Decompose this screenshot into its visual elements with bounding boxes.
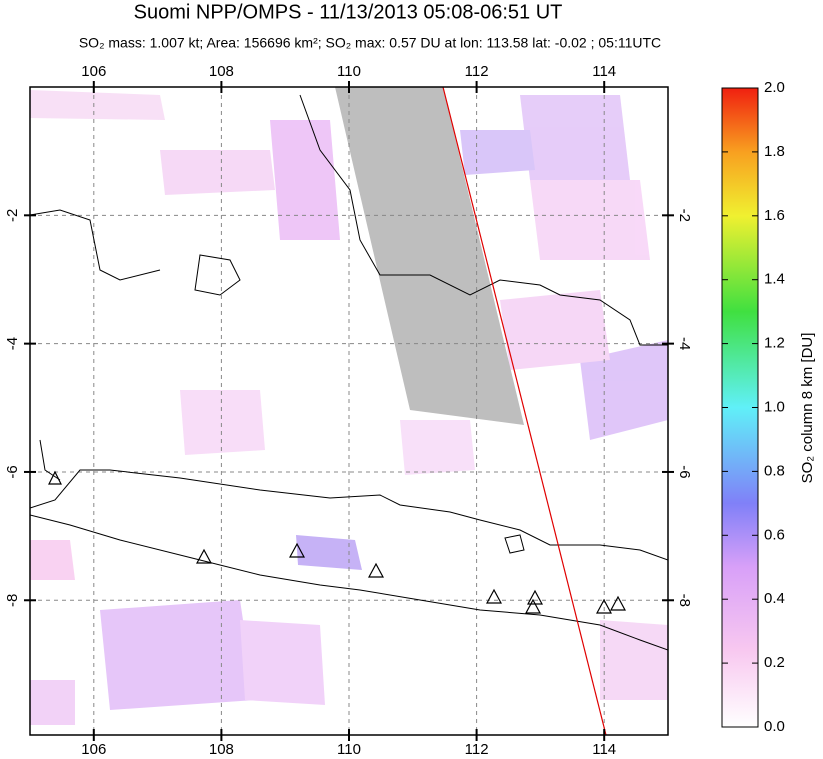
subtitle: SO₂ mass: 1.007 kt; Area: 156696 km²; SO… — [79, 35, 661, 51]
lon-label: 110 — [337, 741, 361, 758]
lon-label: 110 — [337, 63, 361, 80]
colorbar-tick-label: 0.8 — [764, 462, 785, 479]
colorbar-tick-label: 1.2 — [764, 335, 785, 352]
lat-label: -6 — [676, 465, 693, 478]
so2-pixels — [30, 90, 668, 725]
lon-label: 114 — [592, 741, 616, 758]
colorbar-tick-label: 0.4 — [764, 590, 785, 607]
lat-label: -2 — [676, 209, 693, 222]
colorbar-tick-label: 1.6 — [764, 207, 785, 224]
colorbar-tick-label: 1.8 — [764, 143, 785, 160]
title: Suomi NPP/OMPS - 11/13/2013 05:08-06:51 … — [134, 1, 563, 23]
lon-label: 114 — [592, 63, 616, 80]
island — [504, 534, 525, 554]
colorbar-tick-label: 1.4 — [764, 271, 785, 288]
colorbar-tick-label: 0.0 — [764, 718, 785, 735]
lon-label: 108 — [209, 741, 234, 758]
lat-label: -2 — [4, 209, 21, 222]
graticule — [30, 87, 668, 735]
lon-label: 106 — [81, 63, 106, 80]
colorbar-tick-label: 0.2 — [764, 654, 785, 671]
lon-label: 106 — [81, 741, 106, 758]
no-data-region — [335, 87, 524, 425]
colorbar-tick-label: 2.0 — [764, 79, 785, 96]
lon-label: 108 — [209, 63, 234, 80]
lon-label: 112 — [465, 63, 489, 80]
orbit-edge — [442, 87, 607, 735]
colorbar-tick-label: 0.6 — [764, 526, 785, 543]
lat-label: -4 — [676, 337, 693, 350]
coastline — [30, 94, 668, 481]
lat-label: -6 — [4, 465, 21, 478]
colorbar-tick-label: 1.0 — [764, 398, 785, 415]
lat-label: -8 — [676, 594, 693, 607]
lat-label: -8 — [4, 594, 21, 607]
lat-label: -4 — [4, 337, 21, 350]
colorbar-label: SO₂ column 8 km [DU] — [799, 333, 816, 484]
volcanoes — [48, 470, 627, 614]
coastline — [30, 469, 668, 651]
lon-label: 112 — [465, 741, 489, 758]
map — [30, 87, 668, 735]
